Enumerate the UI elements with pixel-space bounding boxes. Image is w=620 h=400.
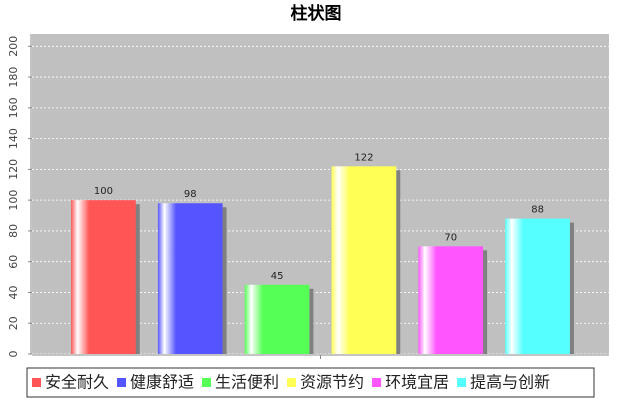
bar <box>71 200 136 354</box>
y-tick-label: 100 <box>7 190 20 211</box>
y-tick-label: 200 <box>7 36 20 57</box>
y-tick-label: 160 <box>7 97 20 118</box>
y-tick-label: 40 <box>7 285 20 299</box>
y-tick-label: 0 <box>7 351 20 358</box>
y-tick-label: 60 <box>7 255 20 269</box>
legend-label: 生活便利 <box>215 373 279 392</box>
y-tick-label: 180 <box>7 67 20 88</box>
legend-swatch <box>202 378 212 387</box>
data-label: 45 <box>271 271 284 282</box>
y-tick-label: 20 <box>7 316 20 330</box>
bar <box>157 203 223 354</box>
y-tick-label: 120 <box>7 159 20 180</box>
bar <box>418 246 484 354</box>
bar <box>505 218 570 354</box>
legend-swatch <box>372 378 382 387</box>
y-tick-label: 140 <box>7 128 20 149</box>
legend-label: 安全耐久 <box>45 373 109 392</box>
legend-label: 资源节约 <box>300 373 364 392</box>
y-tick-label: 80 <box>7 224 20 238</box>
chart-title: 柱状图 <box>291 3 342 24</box>
bar <box>244 284 310 354</box>
data-label: 88 <box>531 205 544 216</box>
legend-swatch <box>32 378 41 387</box>
legend-label: 提高与创新 <box>470 373 550 392</box>
data-label: 98 <box>184 189 197 200</box>
data-label: 100 <box>94 186 113 197</box>
legend-swatch <box>457 378 467 387</box>
legend-swatch <box>117 378 127 387</box>
legend-label: 健康舒适 <box>130 373 194 392</box>
data-label: 70 <box>444 232 457 243</box>
legend-swatch <box>287 378 297 387</box>
data-label: 122 <box>354 152 373 163</box>
bar <box>331 166 397 354</box>
legend-label: 环境宜居 <box>385 373 449 392</box>
